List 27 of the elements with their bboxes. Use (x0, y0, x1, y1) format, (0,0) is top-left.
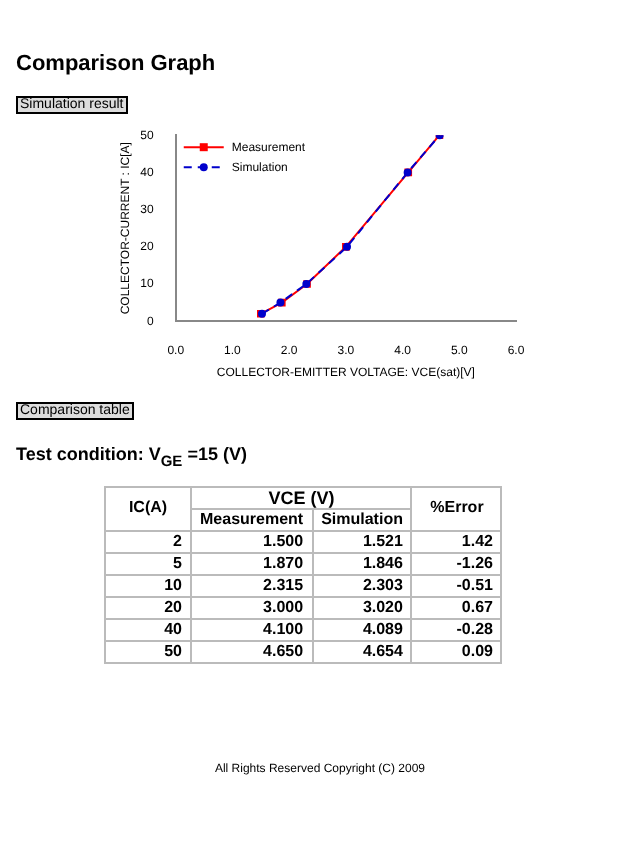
data-label: 1.870 (191, 552, 313, 575)
data-label: 2.303 (312, 574, 412, 597)
data-label: 4.650 (191, 640, 313, 663)
data-label: 1.42 (411, 530, 502, 553)
data-label: 3.020 (312, 596, 412, 619)
data-label: 3.000 (191, 596, 313, 619)
data-label: 0.09 (411, 640, 502, 663)
text: Simulation (312, 508, 412, 531)
text: IC(A) (105, 486, 191, 531)
data-label: -1.26 (411, 552, 502, 575)
text: Test condition: V$_{GE}$ =15 (V) (16, 444, 249, 470)
data-label: 4.100 (191, 618, 313, 641)
data-label: 2.315 (191, 574, 313, 597)
data-label: 4.654 (312, 640, 412, 663)
text: Measurement (191, 508, 313, 531)
data-label: 1.521 (312, 530, 412, 553)
category-label: 5 (105, 552, 191, 575)
chart-title: Comparison Graph (16, 52, 218, 76)
data-label: 0.67 (411, 596, 502, 619)
text: %Error (411, 486, 502, 531)
data-label: 1.500 (191, 530, 313, 553)
data-label: -0.28 (411, 618, 502, 641)
text: VCE (V) (191, 486, 412, 509)
data-label: 4.089 (312, 618, 412, 641)
data-label: -0.51 (411, 574, 502, 597)
category-label: 2 (105, 530, 191, 553)
data-label: 1.846 (312, 552, 412, 575)
